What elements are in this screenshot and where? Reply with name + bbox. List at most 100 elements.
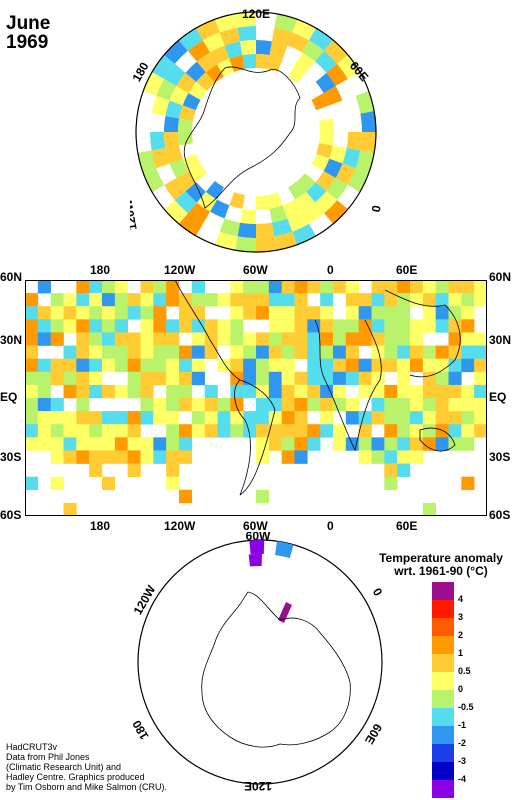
lat-label-30s-left: 30S (0, 450, 22, 464)
anomaly-cell (102, 476, 116, 491)
anomaly-cell (63, 345, 77, 359)
anomaly-cell (37, 371, 51, 386)
anomaly-cell (230, 384, 244, 399)
anomaly-cell (410, 411, 424, 425)
anomaly-cell (127, 371, 141, 386)
anomaly-cell (410, 345, 424, 359)
anomaly-cell (345, 398, 359, 412)
south-polar-anomaly-cells (248, 540, 294, 623)
anomaly-cell (140, 398, 154, 412)
anomaly-cell (89, 384, 103, 399)
anomaly-cell (461, 384, 475, 399)
polar-anomaly-cell (164, 132, 180, 148)
legend-tick-label: -3 (458, 756, 467, 766)
anomaly-cell (281, 437, 295, 451)
anomaly-cell (435, 411, 449, 425)
anomaly-cell (179, 358, 193, 373)
world-anomaly-cells (25, 280, 487, 516)
lon-top-0: 0 (327, 263, 334, 277)
legend-swatch (432, 744, 454, 762)
anomaly-cell (474, 384, 487, 399)
polar-anomaly-cell (360, 111, 376, 132)
anomaly-cell (333, 437, 347, 451)
legend-tick-label: -1 (458, 720, 467, 730)
anomaly-cell (333, 424, 347, 438)
anomaly-cell (371, 280, 385, 294)
credits-line-4: Hadley Centre. Graphics produced (6, 772, 145, 782)
anomaly-cell (345, 332, 359, 346)
anomaly-cell (114, 293, 128, 307)
anomaly-cell (217, 332, 231, 346)
anomaly-cell (461, 293, 475, 307)
anomaly-cell (307, 384, 321, 399)
polar-anomaly-cell (267, 192, 283, 209)
polar-anomaly-cell (196, 72, 215, 91)
anomaly-cell (166, 371, 180, 386)
polar-anomaly-cell (256, 54, 270, 69)
anomaly-cell (179, 489, 193, 504)
anomaly-cell (114, 411, 128, 425)
anomaly-cell (166, 424, 180, 438)
anomaly-cell (153, 411, 167, 425)
anomaly-cell (281, 411, 295, 425)
polar-anomaly-cell (164, 178, 186, 201)
anomaly-cell (268, 319, 282, 333)
anomaly-cell (204, 319, 218, 333)
anomaly-cell (37, 384, 51, 399)
polar-anomaly-cell (196, 19, 220, 41)
polar-anomaly-cell (324, 200, 348, 224)
polar-anomaly-cell (269, 205, 288, 223)
sp-label-60e: 60E (362, 721, 385, 746)
anomaly-cell (422, 411, 436, 425)
anomaly-cell (410, 280, 424, 294)
polar-anomaly-cell (156, 79, 177, 101)
anomaly-cell (256, 293, 270, 307)
polar-anomaly-cell (274, 231, 298, 251)
polar-anomaly-cell (271, 218, 293, 237)
anomaly-cell (76, 384, 90, 399)
anomaly-cell (268, 345, 282, 359)
anomaly-cell (25, 319, 39, 333)
legend-tick-label: 4 (458, 594, 464, 604)
polar-anomaly-cell (210, 45, 230, 65)
polar-anomaly-cell (249, 540, 265, 555)
anomaly-cell (140, 437, 154, 451)
anomaly-cell (102, 319, 116, 333)
legend-title: Temperature anomaly wrt. 1961-90 (°C) (374, 552, 508, 578)
anomaly-cell (294, 306, 308, 320)
anomaly-cell (191, 411, 205, 425)
polar-anomaly-cell (219, 27, 241, 46)
anomaly-cell (243, 371, 257, 386)
anomaly-cell (345, 371, 359, 386)
anomaly-cell (153, 280, 167, 294)
anomaly-cell (397, 345, 411, 359)
anomaly-cell (25, 332, 39, 346)
anomaly-cell (153, 293, 167, 307)
anomaly-cell (243, 332, 257, 346)
anomaly-cell (89, 450, 103, 464)
polar-anomaly-cell (302, 40, 325, 62)
anomaly-cell (384, 293, 398, 307)
anomaly-cell (345, 358, 359, 373)
anomaly-cell (461, 424, 475, 438)
anomaly-cell (89, 319, 103, 333)
anomaly-cell (140, 319, 154, 333)
anomaly-cell (127, 345, 141, 359)
polar-anomaly-cell (229, 192, 245, 209)
anomaly-cell (294, 398, 308, 412)
anomaly-cell (371, 358, 385, 373)
anomaly-cell (268, 280, 282, 294)
anomaly-cell (397, 371, 411, 386)
anomaly-cell (37, 411, 51, 425)
anomaly-cell (435, 398, 449, 412)
anomaly-cell (127, 450, 141, 464)
anomaly-cell (191, 424, 205, 438)
anomaly-cell (410, 450, 424, 464)
polar-anomaly-cell (182, 93, 201, 111)
anomaly-cell (281, 306, 295, 320)
anomaly-cell (384, 437, 398, 451)
legend-value-labels: 4 3 2 1 0.5 0 -0.5 -1 -2 -3 -4 (458, 582, 498, 798)
anomaly-cell (422, 437, 436, 451)
anomaly-cell (102, 411, 116, 425)
anomaly-cell (153, 332, 167, 346)
